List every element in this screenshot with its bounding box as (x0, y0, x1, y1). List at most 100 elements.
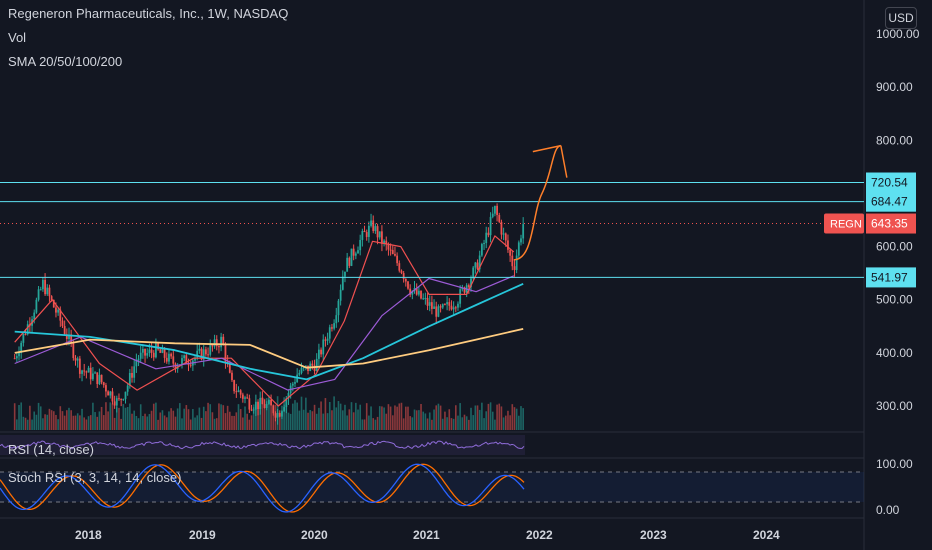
volume-bar (511, 404, 514, 430)
candle-body (141, 348, 144, 353)
candle-body (257, 401, 259, 410)
volume-bar (481, 402, 483, 430)
volume-bar (324, 398, 327, 430)
candle-body (313, 365, 316, 371)
candle-body (157, 343, 159, 350)
volume-bar (46, 414, 49, 430)
candle-body (483, 242, 485, 245)
stoch-tick-label: 0.00 (876, 503, 900, 517)
volume-bar (261, 397, 264, 430)
candle-body (57, 309, 60, 313)
volume-bar (161, 410, 164, 430)
volume-bar (509, 415, 511, 430)
volume-bar (70, 410, 72, 430)
candle-body (522, 224, 525, 239)
volume-bar (350, 402, 353, 430)
volume-bar (465, 416, 468, 430)
candle-body (424, 297, 427, 299)
chart-title[interactable]: Regeneron Pharmaceuticals, Inc., 1W, NAS… (8, 6, 289, 21)
candle-body (335, 315, 338, 324)
volume-bar (268, 399, 270, 430)
volume-bar (116, 407, 118, 430)
volume-bar (396, 406, 398, 430)
candle-body (467, 285, 470, 287)
candle-body (480, 244, 483, 256)
volume-bar (313, 404, 316, 430)
volume-bar (409, 416, 411, 430)
candle-body (363, 230, 366, 233)
volume-bar (463, 414, 466, 430)
candle-body (168, 353, 170, 362)
candle-body (76, 358, 79, 361)
candle-body (254, 401, 257, 410)
candle-body (504, 233, 507, 241)
volume-bar (344, 404, 346, 430)
volume-bar (452, 418, 455, 430)
volume-bar (387, 404, 390, 430)
candle-body (396, 255, 399, 264)
candle-body (394, 254, 396, 256)
volume-bar (411, 417, 414, 430)
volume-bar (220, 404, 222, 430)
candle-body (35, 299, 38, 313)
volume-bar (135, 415, 138, 430)
candle-body (348, 257, 351, 266)
volume-bar (294, 400, 296, 430)
candle-body (385, 240, 388, 245)
volume-legend[interactable]: Vol (8, 30, 27, 45)
candle-body (126, 385, 129, 392)
candle-body (174, 363, 177, 370)
sma-legend[interactable]: SMA 20/50/100/200 (8, 54, 123, 69)
candle-body (452, 307, 455, 310)
sma-200-line (14, 328, 524, 369)
x-tick-label: 2020 (301, 528, 328, 542)
candle-body (233, 380, 236, 392)
candle-body (109, 391, 112, 396)
candle-body (148, 349, 151, 354)
candle-body (115, 398, 118, 406)
candle-body (263, 404, 266, 409)
volume-bar (224, 413, 227, 430)
candle-body (422, 298, 425, 300)
candle-body (194, 357, 196, 361)
volume-bar (394, 405, 396, 430)
volume-bar (433, 409, 435, 430)
candle-body (165, 357, 168, 362)
candle-body (155, 343, 157, 358)
candle-body (337, 300, 340, 316)
candle-body (357, 250, 359, 254)
candle-body (333, 323, 336, 329)
volume-bar (422, 411, 425, 430)
rsi-label[interactable]: RSI (14, close) (8, 442, 94, 457)
volume-bar (18, 405, 20, 430)
candle-body (331, 327, 333, 329)
stoch-rsi-label[interactable]: Stoch RSI (3, 3, 14, 14, close) (8, 470, 182, 485)
volume-bar (300, 396, 303, 430)
candle-body (24, 333, 27, 335)
candle-body (478, 255, 481, 270)
candle-body (402, 273, 405, 279)
volume-bar (150, 410, 153, 430)
volume-bar (365, 403, 368, 430)
volume-bar (418, 410, 420, 430)
candle-body (324, 339, 327, 341)
volume-bar (37, 402, 40, 430)
volume-bar (198, 407, 201, 430)
candle-body (246, 397, 249, 399)
volume-bar (176, 408, 179, 430)
volume-bar (383, 407, 385, 430)
candle-body (439, 306, 442, 308)
candle-body (211, 344, 214, 347)
volume-bar (415, 410, 418, 430)
volume-bar (307, 412, 309, 430)
volume-bar (457, 415, 459, 430)
y-tick-label: 800.00 (876, 133, 913, 147)
volume-bar (476, 405, 479, 430)
candle-body (131, 373, 133, 378)
currency-button[interactable]: USD (885, 7, 917, 29)
volume-bar (194, 417, 196, 430)
candle-body (417, 290, 420, 295)
volume-bar (485, 411, 488, 430)
